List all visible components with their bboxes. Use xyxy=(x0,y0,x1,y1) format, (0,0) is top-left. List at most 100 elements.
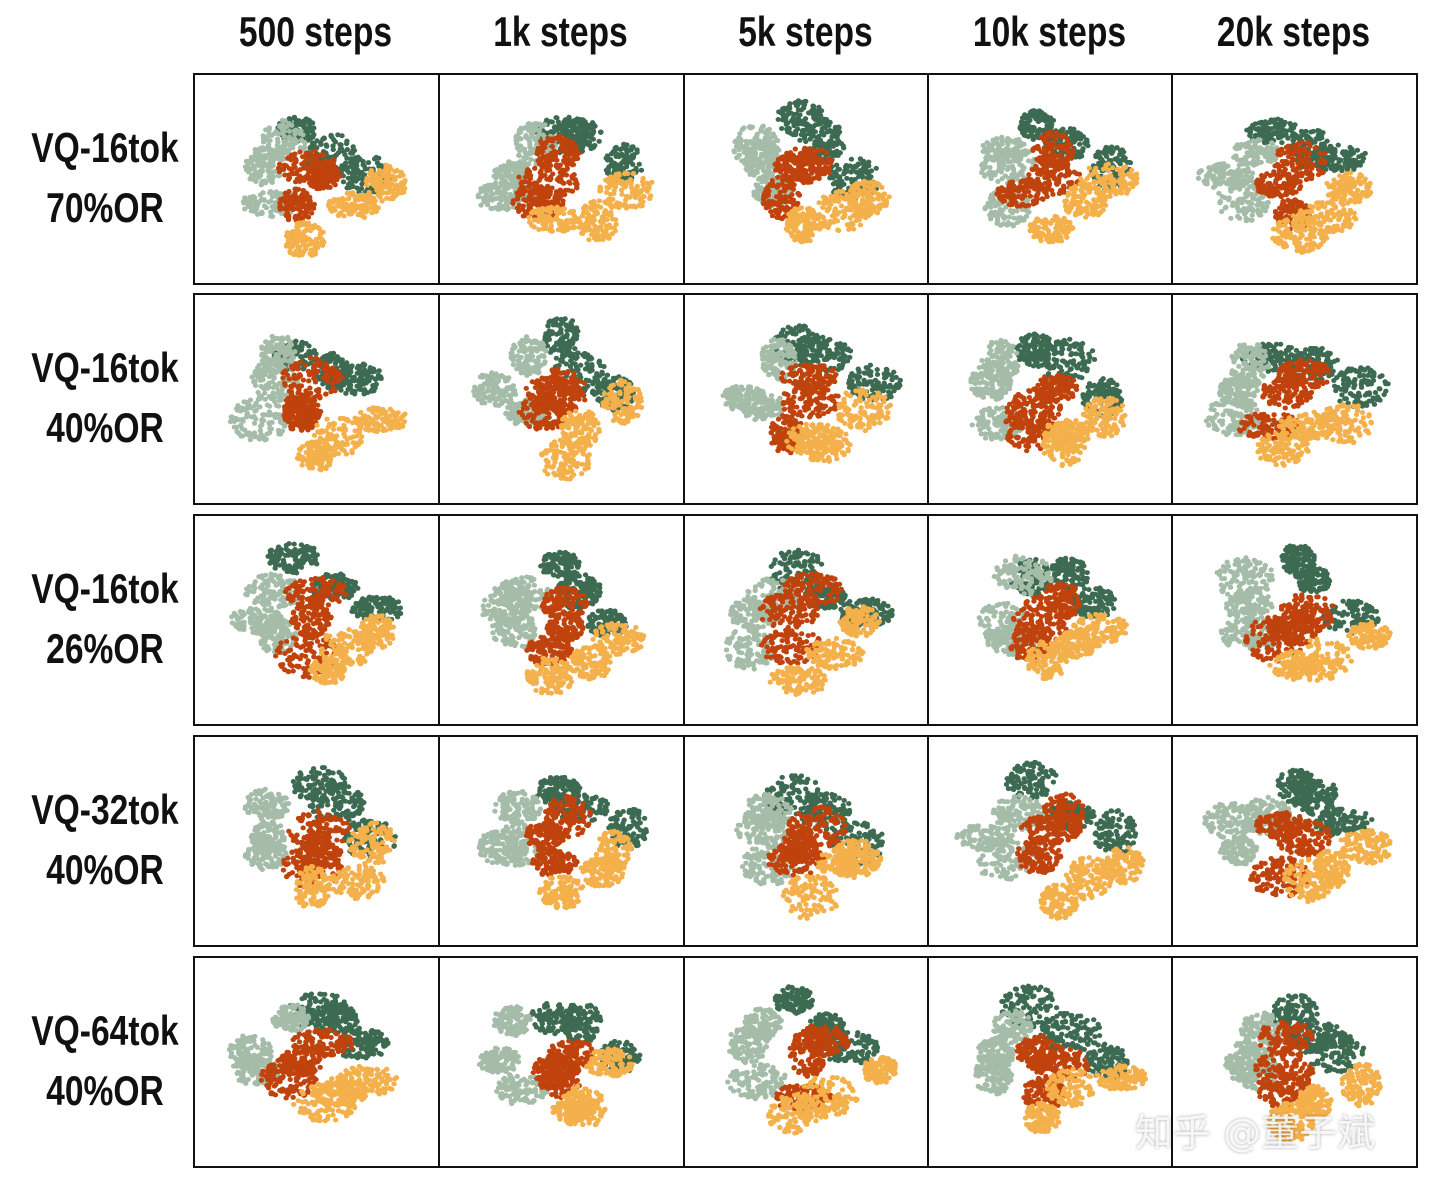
scatter-point xyxy=(1060,132,1066,138)
scatter-point xyxy=(638,195,645,201)
scatter-point xyxy=(373,171,380,177)
scatter-point xyxy=(543,161,549,167)
scatter-point xyxy=(309,134,316,140)
scatter-point xyxy=(292,151,298,157)
scatter-point xyxy=(1038,170,1044,176)
scatter-point xyxy=(851,199,858,205)
scatter-point xyxy=(627,203,634,209)
scatter-point xyxy=(827,138,833,144)
scatter-point xyxy=(816,200,822,206)
scatter-point xyxy=(269,180,275,186)
scatter-point xyxy=(572,144,579,150)
scatter-point xyxy=(795,229,801,235)
scatter-point xyxy=(514,190,520,196)
scatter-point xyxy=(803,168,809,174)
scatter-point xyxy=(628,181,634,187)
scatter-point xyxy=(808,130,814,136)
scatter-point xyxy=(856,174,862,180)
scatter-point xyxy=(303,196,309,202)
scatter-point xyxy=(293,120,299,126)
scatter-point xyxy=(876,206,883,212)
scatter-point xyxy=(846,226,852,232)
scatter-point xyxy=(569,139,576,145)
scatter-point xyxy=(784,150,790,156)
scatter-point xyxy=(276,192,282,198)
scatter-point xyxy=(607,201,613,207)
scatter-point xyxy=(774,138,781,144)
scatter-point xyxy=(616,171,622,177)
scatter-point xyxy=(358,212,364,218)
scatter-point xyxy=(398,185,404,191)
scatter-point xyxy=(799,128,806,134)
scatter-point xyxy=(363,209,369,215)
scatter-point xyxy=(1079,149,1085,155)
scatter-point xyxy=(1019,178,1025,184)
scatter-point xyxy=(1035,119,1042,125)
scatter-point xyxy=(1109,144,1115,150)
scatter-point xyxy=(358,186,365,192)
scatter-point xyxy=(612,149,618,155)
scatter-point xyxy=(859,198,866,204)
scatter-point xyxy=(995,179,1001,184)
scatter-point xyxy=(984,146,991,152)
scatter-point xyxy=(1036,108,1042,114)
scatter-point xyxy=(808,179,814,185)
scatter-point xyxy=(363,182,370,188)
scatter-point xyxy=(542,122,548,128)
scatter-point xyxy=(582,139,588,145)
scatter-point xyxy=(274,143,281,149)
scatter-point xyxy=(593,237,600,243)
scatter-point xyxy=(520,213,527,219)
scatter-point xyxy=(579,222,585,228)
row-label-line: 40%OR xyxy=(21,1061,189,1121)
scatter-point xyxy=(475,192,482,198)
scatter-point xyxy=(822,195,828,201)
scatter-point xyxy=(804,121,810,127)
scatter-point xyxy=(596,138,602,144)
scatter-point xyxy=(577,129,584,135)
scatter-point xyxy=(366,189,372,195)
scatter-point xyxy=(362,166,369,172)
scatter-point xyxy=(996,165,1003,171)
scatter-point xyxy=(737,136,743,142)
scatter-point xyxy=(777,163,783,169)
scatter-point xyxy=(307,228,314,234)
scatter-point xyxy=(539,155,546,161)
scatter-point xyxy=(1078,153,1085,159)
scatter-point xyxy=(481,197,488,203)
scatter-point xyxy=(484,202,491,208)
scatter-point xyxy=(745,139,752,145)
column-label: 10k steps xyxy=(952,8,1148,56)
scatter-point xyxy=(644,188,651,194)
scatter-point xyxy=(765,192,772,198)
scatter-point xyxy=(544,156,550,162)
row-label: VQ-64tok 40%OR xyxy=(21,1001,189,1121)
scatter-point xyxy=(588,204,595,210)
scatter-point xyxy=(377,188,383,194)
scatter-point xyxy=(340,179,347,185)
scatter-point xyxy=(564,166,570,172)
scatter-point xyxy=(279,153,286,158)
scatter-point xyxy=(775,182,781,188)
scatter-point xyxy=(626,148,632,154)
scatter-point xyxy=(1069,130,1076,136)
scatter-point xyxy=(831,180,838,186)
scatter-point xyxy=(874,210,881,216)
scatter-point xyxy=(556,221,563,227)
scatter-point xyxy=(338,142,344,148)
scatter-point xyxy=(998,169,1005,175)
scatter-point xyxy=(581,131,588,137)
scatter-point xyxy=(850,226,857,232)
scatter-point xyxy=(297,149,303,155)
scatter-point xyxy=(824,129,831,135)
scatter-point xyxy=(769,183,775,189)
scatter-point xyxy=(537,189,543,195)
scatter-point xyxy=(762,135,769,141)
scatter-point xyxy=(787,130,793,136)
scatter-point xyxy=(1076,171,1083,177)
scatter-point xyxy=(321,165,327,171)
scatter-point xyxy=(536,128,543,134)
scatter-point xyxy=(1002,147,1008,153)
scatter-point xyxy=(624,171,631,177)
scatter-point xyxy=(397,173,403,179)
